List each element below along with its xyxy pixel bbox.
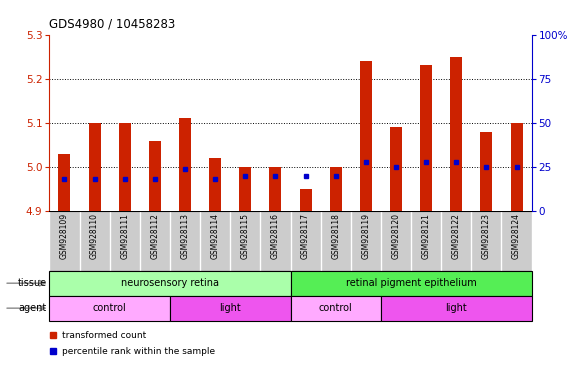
Text: percentile rank within the sample: percentile rank within the sample [62,346,216,356]
Bar [390,127,402,211]
Bar [511,123,522,211]
Bar [329,167,342,211]
Text: transformed count: transformed count [62,331,146,339]
Text: GSM928122: GSM928122 [452,213,461,259]
Bar [170,296,290,321]
Text: GSM928110: GSM928110 [90,213,99,259]
Bar [88,123,101,211]
Bar [360,61,372,211]
Text: agent: agent [18,303,46,313]
Text: GSM928113: GSM928113 [181,213,189,259]
Text: GSM928111: GSM928111 [120,213,129,259]
Bar [480,132,493,211]
Bar [290,271,532,296]
Text: GSM928124: GSM928124 [512,213,521,259]
Bar [381,296,532,321]
Bar [49,296,170,321]
Text: GSM928109: GSM928109 [60,213,69,259]
Text: GSM928116: GSM928116 [271,213,280,259]
Text: GSM928123: GSM928123 [482,213,491,259]
Text: neurosensory retina: neurosensory retina [121,278,219,288]
Text: GSM928114: GSM928114 [211,213,220,259]
Text: GSM928117: GSM928117 [301,213,310,259]
Bar [149,141,161,211]
Bar [59,154,70,211]
Bar [119,123,131,211]
Text: GSM928120: GSM928120 [392,213,400,259]
Bar [290,296,381,321]
Text: light: light [220,303,241,313]
Text: control: control [319,303,353,313]
Text: GSM928115: GSM928115 [241,213,250,259]
Bar [420,65,432,211]
Text: GSM928118: GSM928118 [331,213,340,259]
Text: light: light [446,303,467,313]
Text: GSM928119: GSM928119 [361,213,370,259]
Text: GDS4980 / 10458283: GDS4980 / 10458283 [49,18,175,31]
Text: retinal pigment epithelium: retinal pigment epithelium [346,278,476,288]
Bar [209,158,221,211]
Text: GSM928121: GSM928121 [422,213,431,259]
Text: control: control [93,303,127,313]
Bar [49,271,290,296]
Bar [179,118,191,211]
Bar [450,56,462,211]
Text: GSM928112: GSM928112 [150,213,159,259]
Bar [300,189,311,211]
Bar [239,167,252,211]
Text: tissue: tissue [17,278,46,288]
Bar [270,167,281,211]
